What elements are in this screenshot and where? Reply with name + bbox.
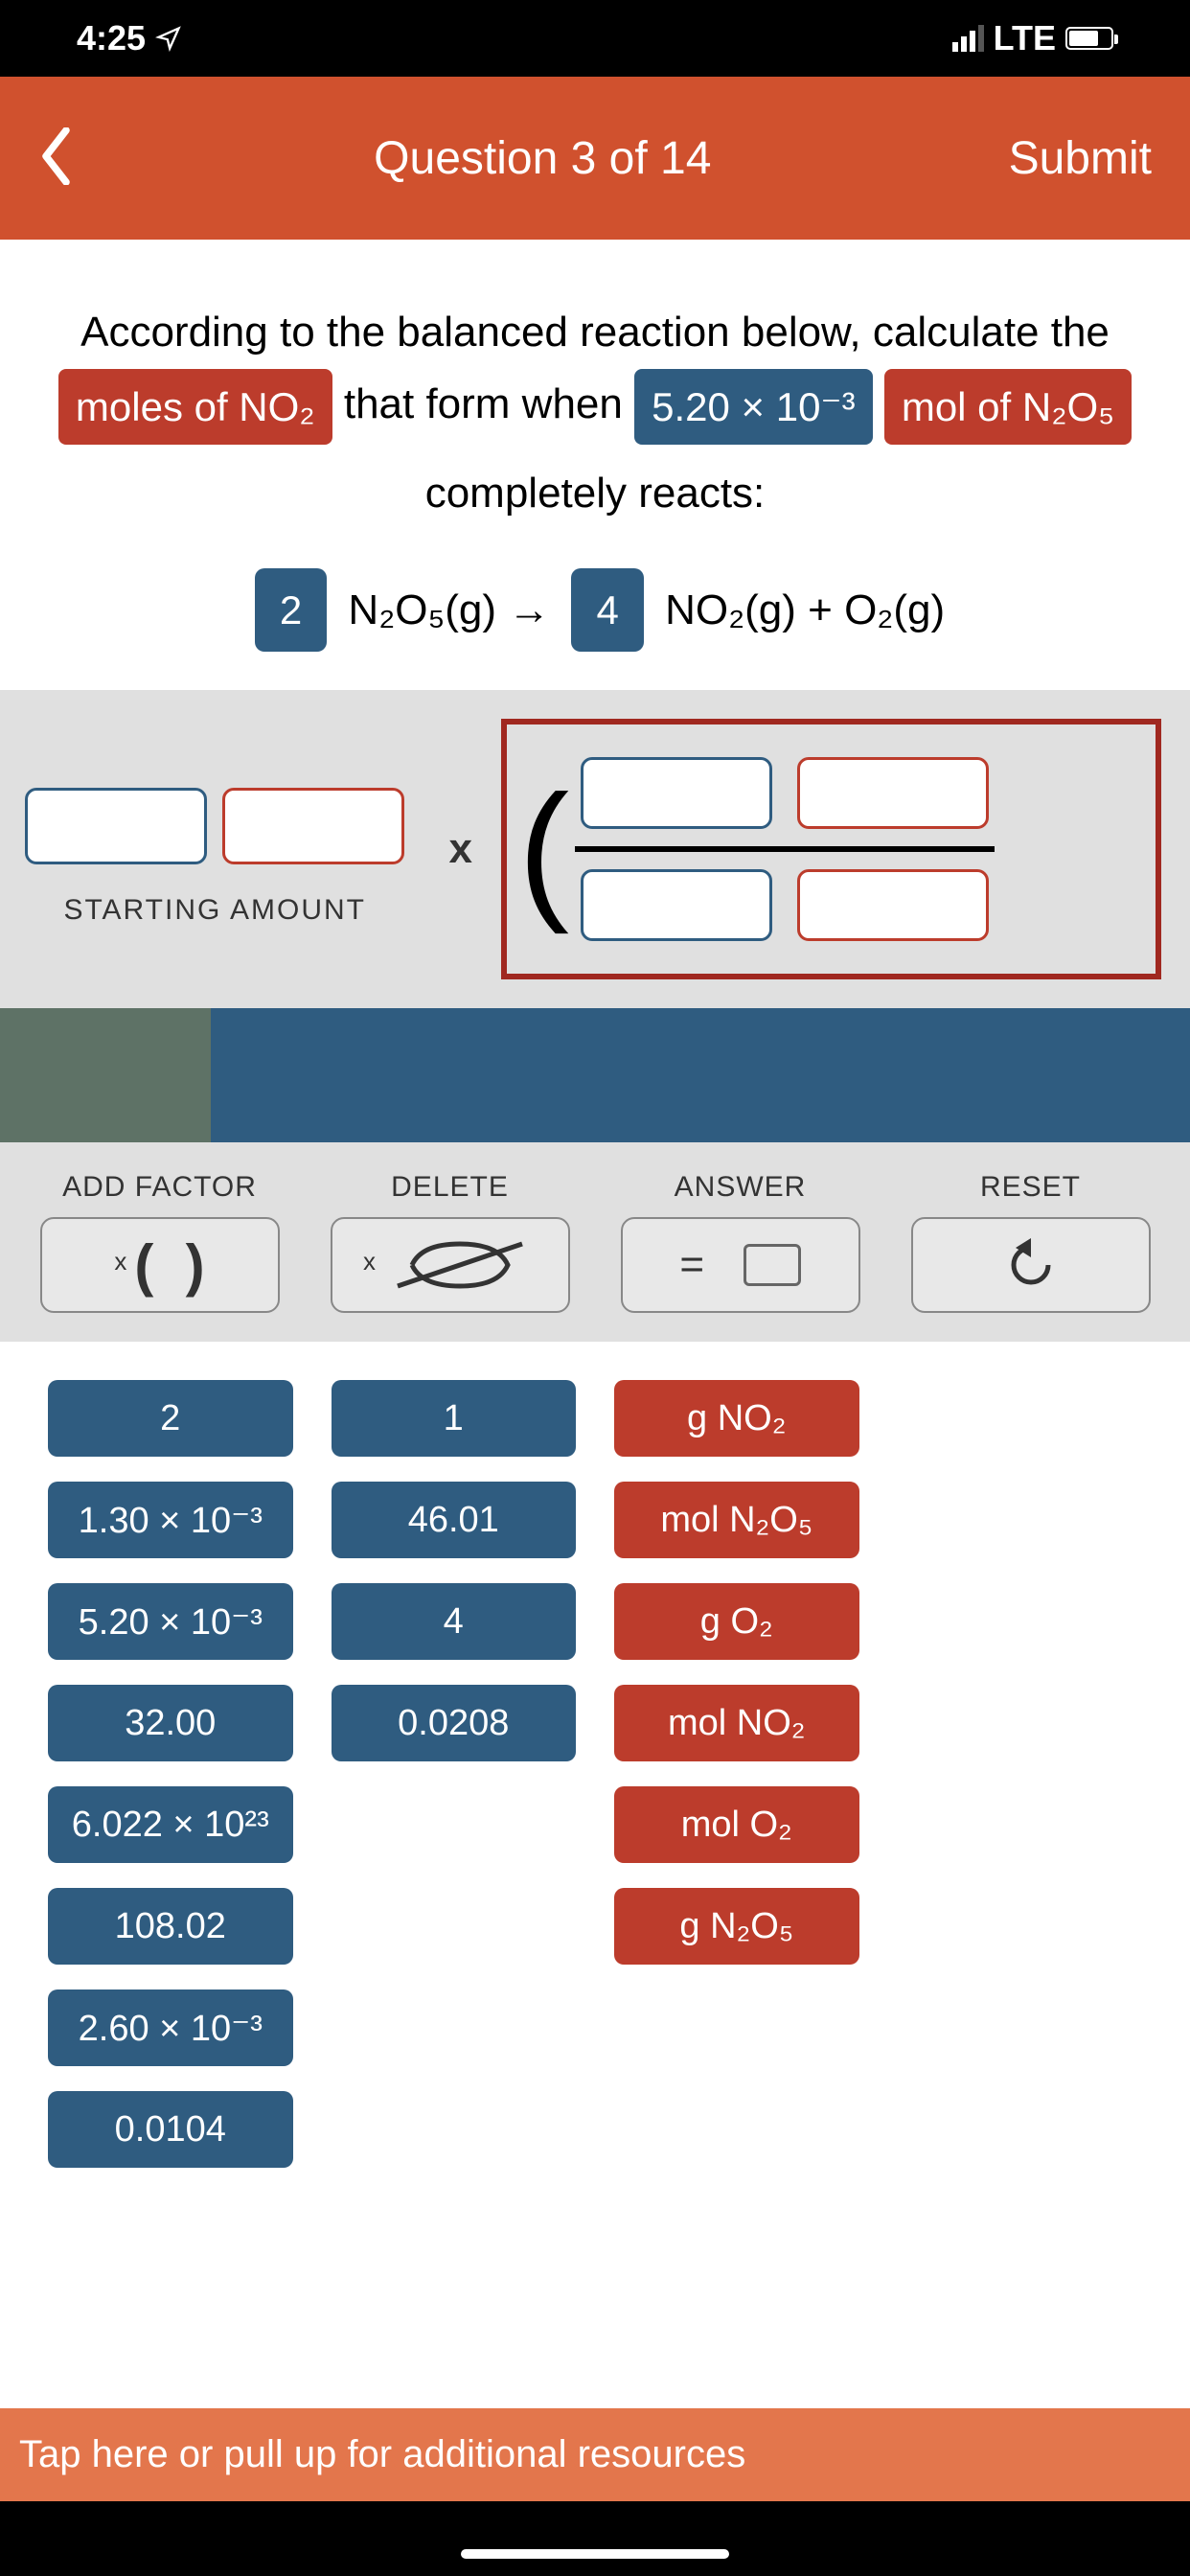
question-line1: According to the balanced reaction below…	[80, 309, 1110, 356]
open-paren-icon: (	[518, 772, 569, 926]
value-col-1: 2 1.30 × 10⁻³ 5.20 × 10⁻³ 32.00 6.022 × …	[48, 1380, 293, 2168]
value-button[interactable]: 0.0208	[332, 1685, 577, 1761]
unit-button[interactable]: mol NO₂	[614, 1685, 859, 1761]
value-buttons: 2 1.30 × 10⁻³ 5.20 × 10⁻³ 32.00 6.022 × …	[0, 1342, 1190, 2225]
divider-strip	[0, 1008, 1190, 1142]
starting-amount: STARTING AMOUNT	[10, 763, 420, 936]
question-mid: that form when	[344, 380, 634, 427]
add-factor-button[interactable]: x ( )	[40, 1217, 280, 1313]
value-button[interactable]: 1	[332, 1380, 577, 1457]
starting-value-slot[interactable]	[25, 788, 207, 864]
delete-icon	[383, 1236, 537, 1294]
value-col-2: 1 46.01 4 0.0208	[332, 1380, 577, 2168]
delete-button[interactable]: x	[331, 1217, 570, 1313]
value-button[interactable]: 2.60 × 10⁻³	[48, 1990, 293, 2066]
coefficient-1: 2	[255, 568, 327, 652]
undo-icon	[954, 1236, 1108, 1294]
strip-tab	[0, 1008, 211, 1142]
denominator-value-slot[interactable]	[581, 869, 772, 941]
chip-moles-no2: moles of NO₂	[58, 369, 332, 445]
unit-button[interactable]: mol O₂	[614, 1786, 859, 1863]
controls-row: ADD FACTOR x ( ) DELETE x ANSWER =	[0, 1142, 1190, 1342]
question-line2: completely reacts:	[425, 470, 766, 517]
value-button[interactable]: 2	[48, 1380, 293, 1457]
value-button[interactable]: 32.00	[48, 1685, 293, 1761]
products: NO₂(g) + O₂(g)	[665, 586, 945, 633]
unit-button[interactable]: g N₂O₅	[614, 1888, 859, 1965]
chip-mol-n2o5: mol of N₂O₅	[884, 369, 1132, 445]
value-button[interactable]: 0.0104	[48, 2091, 293, 2168]
fraction-bar	[575, 846, 995, 852]
unit-button[interactable]: mol N₂O₅	[614, 1482, 859, 1558]
header: Question 3 of 14 Submit	[0, 77, 1190, 240]
numerator-unit-slot[interactable]	[797, 757, 989, 829]
add-factor-label: ADD FACTOR	[62, 1171, 257, 1204]
multiply-symbol: x	[439, 825, 481, 873]
value-col-3: g NO₂ mol N₂O₅ g O₂ mol NO₂ mol O₂ g N₂O…	[614, 1380, 859, 2168]
delete-label: DELETE	[391, 1171, 509, 1204]
equation: 2 N₂O₅(g) → 4 NO₂(g) + O₂(g)	[57, 568, 1133, 652]
resources-footer[interactable]: Tap here or pull up for additional resou…	[0, 2408, 1190, 2501]
answer-label: ANSWER	[675, 1171, 807, 1204]
starting-label: STARTING AMOUNT	[19, 894, 410, 927]
numerator-value-slot[interactable]	[581, 757, 772, 829]
home-indicator[interactable]	[461, 2549, 729, 2559]
question-text: According to the balanced reaction below…	[0, 240, 1190, 690]
network-label: LTE	[994, 18, 1056, 58]
reactant: N₂O₅(g) →	[348, 586, 550, 633]
status-bar: 4:25 LTE	[0, 0, 1190, 77]
value-button[interactable]: 4	[332, 1583, 577, 1660]
chip-value: 5.20 × 10⁻³	[634, 369, 872, 445]
back-button[interactable]	[38, 127, 77, 190]
denominator-unit-slot[interactable]	[797, 869, 989, 941]
answer-box-icon	[744, 1244, 801, 1286]
value-button[interactable]: 5.20 × 10⁻³	[48, 1583, 293, 1660]
reset-label: RESET	[980, 1171, 1081, 1204]
coefficient-2: 4	[571, 568, 643, 652]
signal-icon	[952, 25, 984, 52]
status-time: 4:25	[77, 18, 146, 58]
value-button[interactable]: 108.02	[48, 1888, 293, 1965]
answer-button[interactable]: =	[621, 1217, 860, 1313]
value-button[interactable]: 46.01	[332, 1482, 577, 1558]
page-title: Question 3 of 14	[374, 132, 711, 185]
unit-button[interactable]: g NO₂	[614, 1380, 859, 1457]
reset-button[interactable]	[911, 1217, 1151, 1313]
value-button[interactable]: 6.022 × 10²³	[48, 1786, 293, 1863]
work-area: STARTING AMOUNT x (	[0, 690, 1190, 1008]
unit-button[interactable]: g O₂	[614, 1583, 859, 1660]
value-col-4	[898, 1380, 1143, 2168]
location-icon	[155, 25, 182, 52]
battery-icon	[1065, 27, 1113, 50]
starting-unit-slot[interactable]	[222, 788, 404, 864]
submit-button[interactable]: Submit	[1009, 132, 1152, 185]
value-button[interactable]: 1.30 × 10⁻³	[48, 1482, 293, 1558]
conversion-factor[interactable]: (	[501, 719, 1161, 979]
